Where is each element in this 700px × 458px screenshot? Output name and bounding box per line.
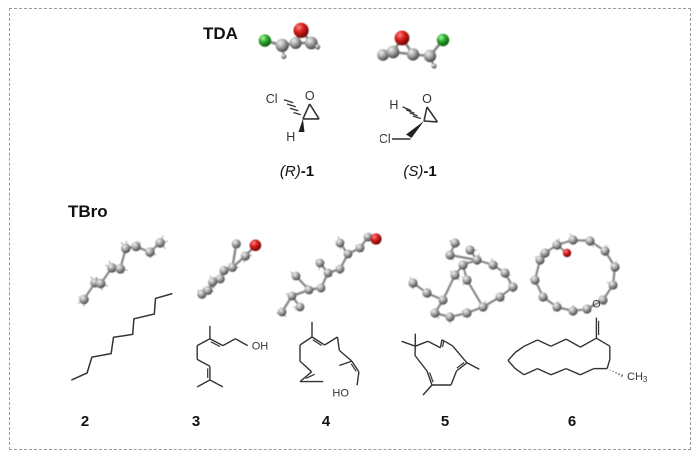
svg-text:HO: HO xyxy=(332,387,349,399)
svg-text:OH: OH xyxy=(252,341,269,353)
svg-text:O: O xyxy=(592,299,601,311)
